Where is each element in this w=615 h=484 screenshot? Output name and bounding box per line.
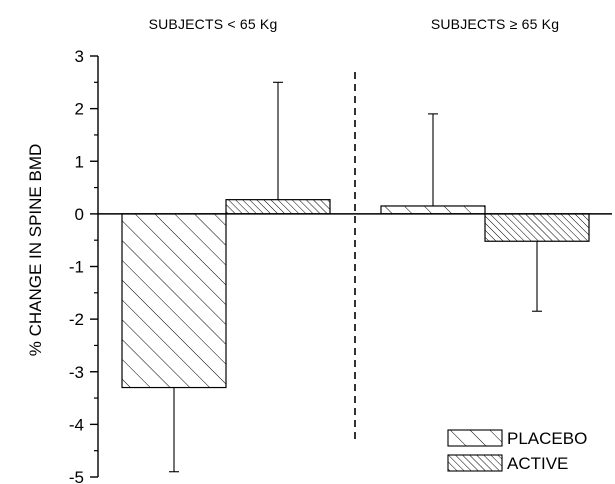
y-tick-label: -5 — [69, 468, 84, 484]
legend-layer: PLACEBO ACTIVE — [447, 429, 587, 473]
bar-active-group-2 — [484, 213, 590, 242]
y-tick-label: -2 — [69, 310, 84, 329]
legend-label-active: ACTIVE — [507, 454, 568, 473]
y-tick-label: -4 — [69, 415, 84, 434]
legend-label-placebo: PLACEBO — [507, 429, 587, 448]
bar-active-group-1 — [225, 199, 331, 215]
axis-layer: 3 2 1 0 -1 -2 -3 -4 -5 — [69, 47, 612, 484]
bar-placebo-group-1 — [121, 213, 227, 389]
group-title-light: SUBJECTS < 65 Kg — [148, 16, 278, 32]
y-tick-label: -1 — [69, 258, 84, 277]
y-tick-label: 0 — [75, 205, 84, 224]
y-tick-label: 3 — [75, 47, 84, 66]
bar-layer — [121, 81, 590, 473]
y-tick-label: 2 — [75, 100, 84, 119]
legend-swatch-placebo — [447, 429, 503, 447]
group-title-heavy: SUBJECTS ≥ 65 Kg — [431, 16, 559, 32]
bar-placebo-group-2 — [380, 205, 486, 215]
group-title-heavy-text: SUBJECTS ≥ 65 Kg — [430, 16, 560, 32]
legend-swatch-active — [447, 454, 503, 472]
y-tick-label: 1 — [75, 152, 84, 171]
y-tick-label: -3 — [69, 363, 84, 382]
